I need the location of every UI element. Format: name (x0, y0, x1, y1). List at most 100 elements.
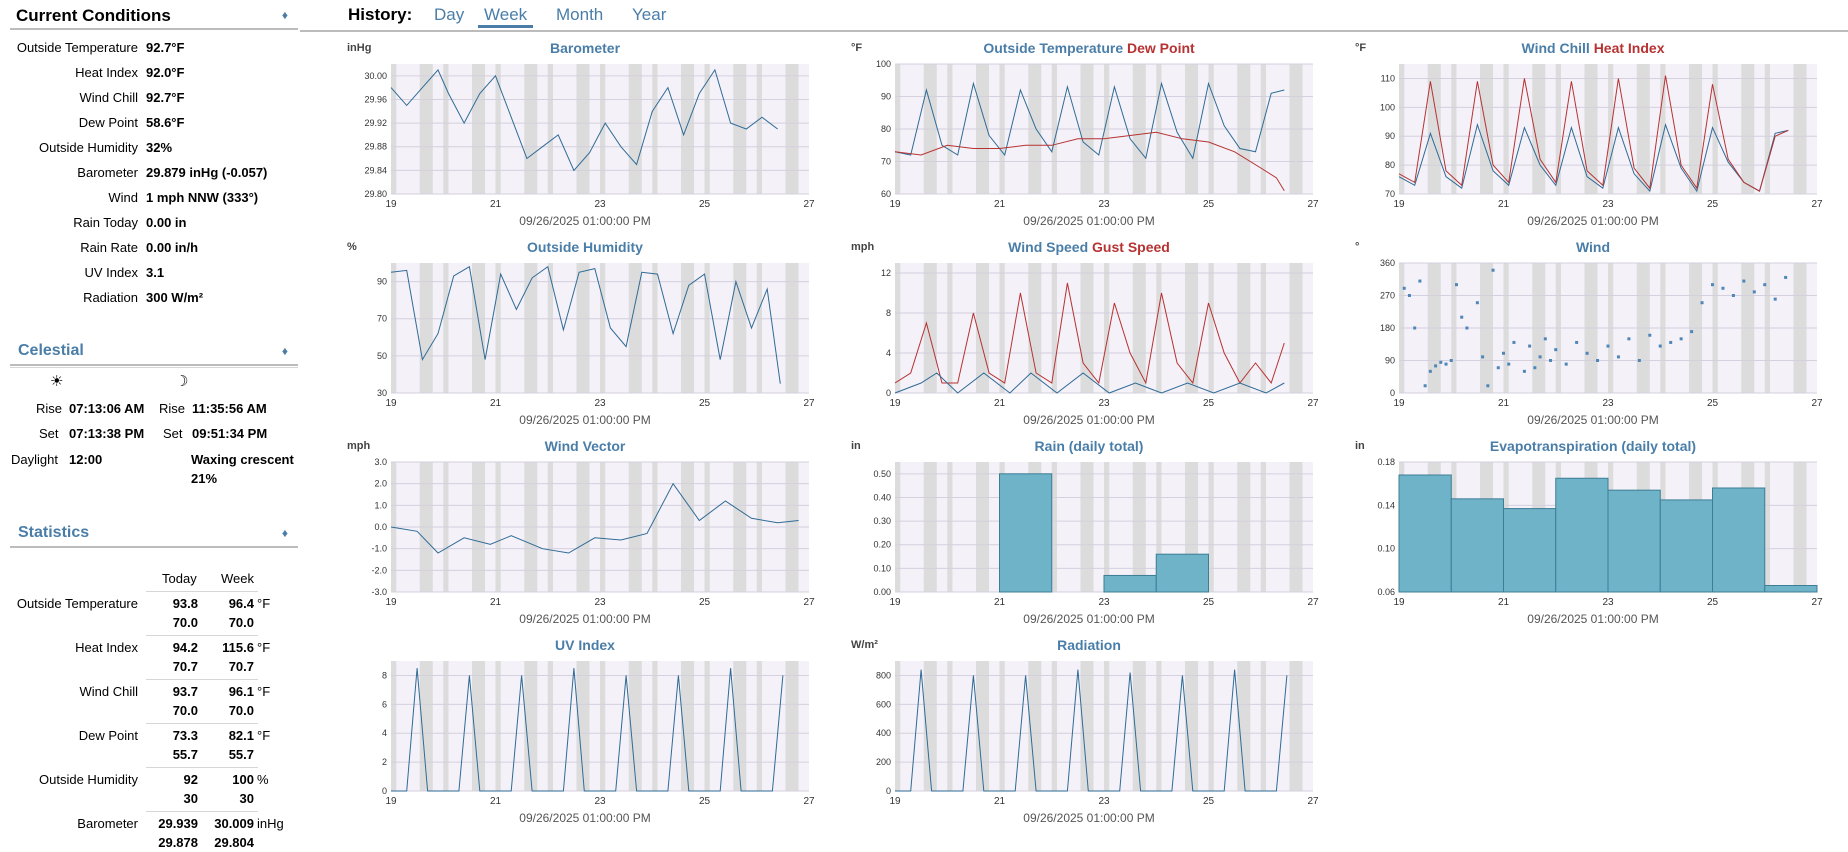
toggle-icon[interactable]: ♦ (281, 526, 288, 540)
sun-set-label: Set (39, 426, 59, 441)
scatter-point (1564, 362, 1568, 366)
chart-title-main: Wind Chill (1521, 40, 1590, 56)
current-conditions-header[interactable]: Current Conditions ♦ (10, 2, 298, 30)
condition-value: 0.00 in/h (146, 240, 199, 255)
night-band (1555, 64, 1561, 194)
stat-today-high: 92 (183, 772, 198, 787)
tab-month[interactable]: Month (556, 5, 604, 24)
bar (1607, 489, 1661, 593)
celestial-title: Celestial (18, 342, 84, 359)
stat-unit: % (257, 772, 269, 787)
wind-direction-chart: Wind ° 09/26/2025 01:00:00 PM 0 90 180 270 360 1… (1355, 239, 1831, 429)
tab-year[interactable]: Year (632, 5, 667, 24)
scatter-point (1449, 359, 1453, 362)
chart-unit: °F (1355, 42, 1367, 54)
y-tick-label: 0.0 (374, 522, 387, 532)
scatter-point (1606, 344, 1610, 348)
chart-date-label: 09/26/2025 01:00:00 PM (519, 811, 651, 825)
y-tick-label: 50 (377, 351, 387, 361)
scatter-point (1475, 301, 1479, 305)
x-tick-label: 19 (1393, 199, 1405, 210)
divider (146, 767, 258, 768)
x-tick-label: 21 (1498, 398, 1510, 409)
x-tick-label: 25 (699, 597, 711, 608)
chart-svg: 0.00 0.10 0.20 0.30 0.40 0.50 19 21 23 25 27 (873, 462, 1319, 608)
x-tick-label: 23 (1602, 597, 1614, 608)
x-tick-label: 27 (803, 199, 815, 210)
night-band (1051, 462, 1057, 592)
night-band (547, 263, 553, 393)
x-tick-label: 27 (803, 597, 815, 608)
stat-label: Barometer (77, 816, 138, 831)
toggle-icon[interactable]: ♦ (281, 344, 288, 358)
moon-rise-value: 11:35:56 AM (192, 401, 267, 416)
y-tick-label: 90 (881, 92, 891, 102)
sun-rise-label: Rise (36, 401, 63, 416)
scatter-point (1742, 279, 1746, 283)
chart-unit: inHg (347, 42, 372, 54)
x-tick-label: 19 (889, 398, 901, 409)
chart-date-label: 09/26/2025 01:00:00 PM (1023, 612, 1155, 626)
stats-col-today: Today (162, 571, 197, 586)
night-band (1451, 64, 1457, 194)
night-band (999, 661, 1005, 791)
chart-unit: mph (851, 241, 875, 253)
statistics-header[interactable]: Statistics ♦ (10, 520, 298, 548)
stat-label: Wind Chill (79, 684, 138, 699)
condition-value: 92.0°F (146, 65, 185, 80)
tab-day[interactable]: Day (434, 5, 465, 24)
night-band (680, 64, 695, 194)
chart-unit: ° (1355, 241, 1360, 253)
scatter-point (1679, 337, 1683, 341)
toggle-icon[interactable]: ♦ (281, 8, 288, 22)
x-tick-label: 25 (699, 796, 711, 807)
tab-week[interactable]: Week (478, 5, 534, 28)
scatter-point (1637, 359, 1641, 362)
x-tick-label: 25 (1203, 398, 1215, 409)
chart-title: Barometer (347, 40, 823, 56)
divider (146, 811, 258, 812)
x-tick-label: 21 (1498, 199, 1510, 210)
scatter-point (1585, 351, 1589, 355)
chart-title-secondary: Dew Point (1127, 40, 1195, 56)
chart-unit: W/m² (851, 639, 878, 651)
y-tick-label: 29.96 (364, 94, 387, 104)
night-band (785, 661, 799, 791)
night-band (1636, 64, 1650, 194)
scatter-point (1454, 283, 1458, 287)
night-band (1028, 263, 1042, 393)
scatter-point (1784, 275, 1788, 279)
night-band (524, 64, 538, 194)
scatter-point (1543, 337, 1547, 341)
chart-date-label: 09/26/2025 01:00:00 PM (519, 413, 651, 427)
night-band (947, 462, 953, 592)
night-band (923, 462, 937, 592)
y-tick-label: 60 (881, 189, 891, 199)
celestial-header[interactable]: Celestial ♦ (10, 338, 298, 366)
night-band (1208, 462, 1214, 592)
night-band (785, 64, 799, 194)
night-band (756, 661, 762, 791)
night-band (1156, 263, 1162, 393)
night-band (1208, 661, 1214, 791)
night-band (1289, 661, 1303, 791)
moon-set-label: Set (163, 426, 183, 441)
scatter-point (1465, 326, 1469, 330)
y-tick-label: 6 (382, 699, 387, 709)
night-band (391, 64, 397, 194)
condition-label: Wind (108, 190, 138, 205)
scatter-point (1711, 283, 1714, 287)
scatter-point (1731, 294, 1735, 297)
barometer-chart: Barometer inHg 09/26/2025 01:00:00 PM 29.80… (347, 40, 823, 230)
night-band (495, 661, 501, 791)
night-band (923, 661, 937, 791)
night-band (1741, 64, 1755, 194)
night-band (576, 263, 590, 393)
night-band (1156, 462, 1162, 592)
moon-rise-label: Rise (159, 401, 186, 416)
scatter-point (1596, 359, 1600, 362)
chart-svg: 70 80 90 100 110 19 21 23 25 27 (1380, 64, 1823, 210)
night-band (1399, 64, 1405, 194)
scatter-point (1428, 369, 1432, 373)
night-band (628, 263, 642, 393)
